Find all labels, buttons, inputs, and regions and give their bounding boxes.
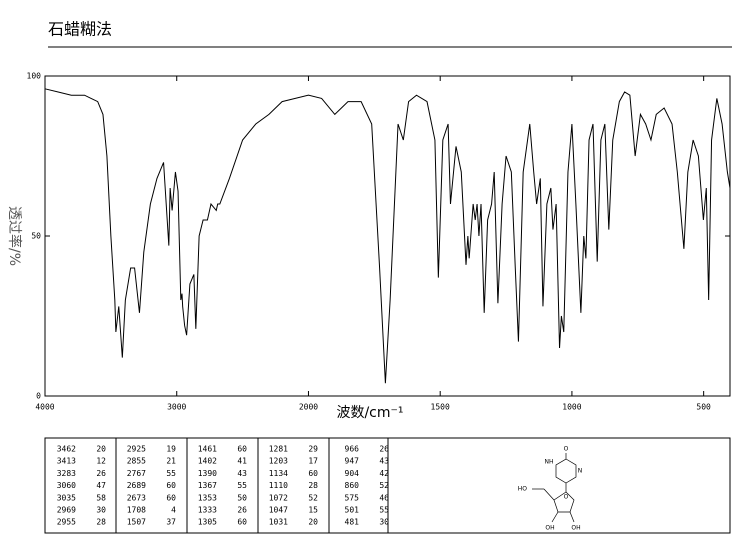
peak-transmittance: 28 (308, 481, 318, 490)
peak-wavenumber: 1072 (269, 493, 288, 502)
peak-wavenumber: 2689 (127, 481, 146, 490)
peak-wavenumber: 904 (345, 469, 360, 478)
peak-wavenumber: 1047 (269, 506, 288, 515)
peak-wavenumber: 947 (345, 457, 360, 466)
bond (569, 511, 575, 523)
atom-label: OH (571, 525, 580, 532)
peak-transmittance: 19 (166, 445, 176, 454)
peak-wavenumber: 3413 (57, 457, 76, 466)
peak-transmittance: 58 (96, 493, 106, 502)
peak-wavenumber: 1367 (198, 481, 217, 490)
peak-wavenumber: 2855 (127, 457, 146, 466)
peak-transmittance: 30 (96, 506, 106, 515)
peak-transmittance: 52 (308, 493, 318, 502)
peak-transmittance: 12 (96, 457, 106, 466)
peak-wavenumber: 481 (345, 518, 360, 527)
peak-transmittance: 20 (308, 518, 318, 527)
peak-wavenumber: 1305 (198, 518, 217, 527)
ring (553, 491, 575, 513)
atom-label: NH (545, 459, 554, 466)
atom-label: OH (545, 525, 554, 532)
peak-transmittance: 28 (96, 518, 106, 527)
y-tick-label: 0 (36, 392, 41, 401)
atom-label: O (564, 446, 569, 453)
peak-wavenumber: 1507 (127, 518, 146, 527)
molecule (532, 453, 577, 523)
peak-transmittance: 26 (96, 469, 106, 478)
peak-wavenumber: 1281 (269, 445, 288, 454)
peak-transmittance: 60 (166, 493, 176, 502)
atom-label: HO (518, 486, 528, 493)
peak-wavenumber: 2767 (127, 469, 146, 478)
y-tick-label: 50 (31, 232, 41, 241)
peak-transmittance: 26 (379, 445, 389, 454)
peak-wavenumber: 1402 (198, 457, 217, 466)
peak-wavenumber: 1110 (269, 481, 288, 490)
peak-wavenumber: 1203 (269, 457, 288, 466)
peak-wavenumber: 1708 (127, 506, 146, 515)
peak-wavenumber: 3283 (57, 469, 76, 478)
atom-label: O (564, 494, 569, 501)
peak-wavenumber: 1031 (269, 518, 288, 527)
x-axis-label: 波数/cm⁻¹ (336, 405, 403, 421)
peak-transmittance: 60 (237, 518, 247, 527)
peak-transmittance: 21 (166, 457, 176, 466)
peak-wavenumber: 3060 (57, 481, 76, 490)
peak-wavenumber: 1333 (198, 506, 217, 515)
y-axis-label: 透过率/% (6, 206, 23, 266)
peak-transmittance: 60 (308, 469, 318, 478)
peak-transmittance: 26 (237, 506, 247, 515)
peak-wavenumber: 2955 (57, 518, 76, 527)
atom-label: N (578, 468, 583, 475)
peak-transmittance: 15 (308, 506, 318, 515)
x-tick-label: 1500 (431, 403, 450, 412)
x-tick-label: 4000 (35, 403, 54, 412)
peak-wavenumber: 501 (345, 506, 360, 515)
peak-wavenumber: 3035 (57, 493, 76, 502)
peak-wavenumber: 2925 (127, 445, 146, 454)
peak-wavenumber: 966 (345, 445, 360, 454)
peak-wavenumber: 1353 (198, 493, 217, 502)
x-tick-label: 1000 (562, 403, 581, 412)
peak-transmittance: 50 (237, 493, 247, 502)
peak-transmittance: 43 (237, 469, 247, 478)
peak-transmittance: 37 (166, 518, 176, 527)
bond (551, 511, 559, 523)
spectrum-line (44, 88, 731, 384)
peak-transmittance: 4 (171, 506, 176, 515)
peak-transmittance: 52 (379, 481, 389, 490)
peak-transmittance: 17 (308, 457, 318, 466)
peak-wavenumber: 2673 (127, 493, 146, 502)
x-tick-label: 500 (696, 403, 711, 412)
peak-transmittance: 47 (96, 481, 106, 490)
peak-transmittance: 46 (379, 493, 389, 502)
x-tick-label: 2000 (299, 403, 318, 412)
peak-transmittance: 60 (166, 481, 176, 490)
bond (543, 488, 555, 501)
peak-wavenumber: 1134 (269, 469, 288, 478)
peak-wavenumber: 1390 (198, 469, 217, 478)
chart-title: 石蜡糊法 (48, 20, 112, 39)
peak-wavenumber: 3462 (57, 445, 76, 454)
peak-transmittance: 29 (308, 445, 318, 454)
peak-transmittance: 55 (237, 481, 247, 490)
peak-wavenumber: 2969 (57, 506, 76, 515)
x-tick-label: 3000 (167, 403, 186, 412)
peak-wavenumber: 1461 (198, 445, 217, 454)
peak-transmittance: 55 (379, 506, 389, 515)
y-tick-label: 100 (27, 72, 42, 81)
peak-transmittance: 55 (166, 469, 176, 478)
peak-transmittance: 42 (379, 469, 389, 478)
peak-transmittance: 41 (237, 457, 247, 466)
peak-transmittance: 43 (379, 457, 389, 466)
peak-wavenumber: 860 (345, 481, 360, 490)
peak-wavenumber: 575 (345, 493, 360, 502)
peak-transmittance: 30 (379, 518, 389, 527)
peak-transmittance: 60 (237, 445, 247, 454)
ring (555, 453, 577, 484)
peak-transmittance: 20 (96, 445, 106, 454)
